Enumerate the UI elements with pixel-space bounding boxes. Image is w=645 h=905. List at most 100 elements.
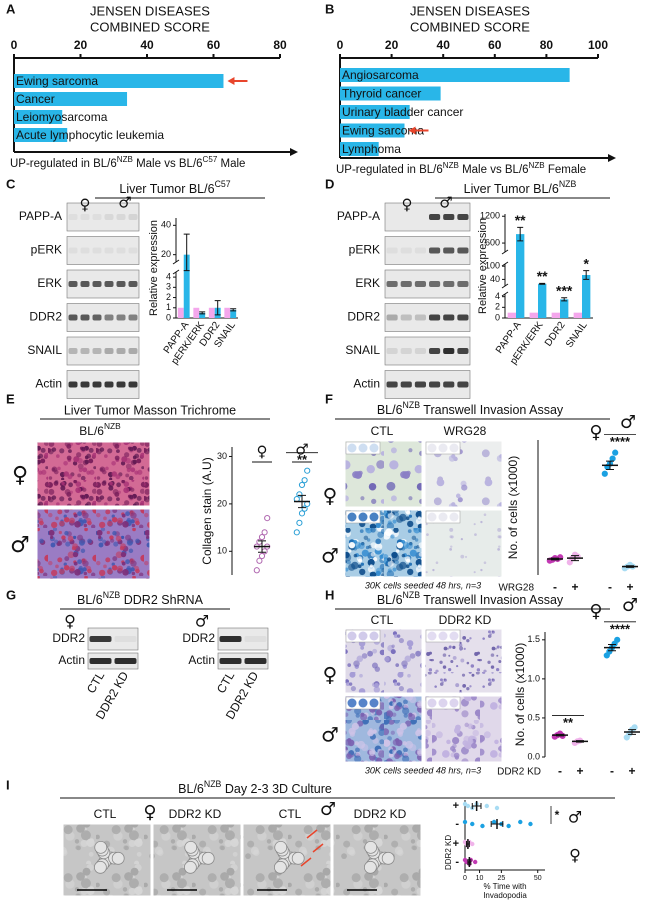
arrow-head (408, 126, 416, 135)
well (449, 443, 459, 453)
x-tick-label: 50 (534, 875, 542, 882)
error-bar (214, 300, 221, 316)
panel-title-part: Transwell Invasion Assay (420, 593, 564, 607)
error-bar (539, 282, 546, 285)
arrow-head (608, 154, 616, 162)
blot-band (128, 214, 138, 220)
blot-band (128, 348, 138, 354)
panel-title-part: BL/6 (377, 593, 403, 607)
well (438, 443, 448, 453)
panel-letter: A (6, 1, 16, 16)
data-point (614, 636, 621, 643)
x-tick-label: 80 (540, 38, 554, 52)
well (347, 631, 357, 641)
blot-band (89, 636, 112, 642)
well (358, 512, 368, 522)
data-point (631, 724, 638, 731)
blot-band (400, 281, 412, 287)
blot-band (104, 214, 114, 220)
x-axis-label: DDR2 KD (497, 767, 541, 778)
y-axis-label: Relative expression (477, 218, 489, 314)
x-tick-label: + (571, 580, 578, 594)
strain-label-part: NZB (104, 421, 121, 431)
x-axis-label-part: NZB (529, 161, 545, 170)
x-axis-label-part: Male vs BL/6 (133, 158, 203, 170)
blot-band (92, 381, 102, 388)
blot-label: pERK (31, 243, 62, 257)
panel-letter: I (6, 777, 10, 792)
sex-symbol: ♂ (118, 194, 131, 212)
x-tick-label: 0 (463, 875, 467, 882)
data-point (264, 515, 271, 522)
chart-title: JENSEN DISEASES (90, 3, 210, 18)
x-axis-label: Invadopodia (483, 891, 527, 900)
error-bar (471, 803, 482, 809)
x-tick-label: 40 (437, 38, 451, 52)
x-tick-label: - (610, 764, 614, 778)
lane-label: CTL (214, 669, 238, 696)
data-point (256, 557, 263, 564)
axis-break (501, 283, 509, 289)
blot-band (457, 281, 469, 287)
sex-symbol: ♀ (323, 484, 338, 508)
error-bar (230, 308, 237, 312)
cell (273, 860, 287, 874)
blot-band (414, 247, 426, 254)
blot-band (114, 636, 137, 642)
panel-title: Liver Tumor BL/6C57 (119, 179, 230, 196)
bar (230, 309, 237, 318)
bar (193, 307, 200, 318)
x-tick-label: 25 (497, 875, 505, 882)
x-tick-label: + (628, 764, 635, 778)
cell (184, 840, 198, 854)
x-axis-label-part: Male (217, 158, 245, 170)
panel-title: BL/6NZB Transwell Invasion Assay (377, 590, 564, 607)
x-tick-label: - (608, 580, 612, 594)
condition-label: WRG28 (444, 424, 487, 438)
x-axis-label-part: Male vs BL/6 (459, 164, 529, 176)
data-point (472, 859, 478, 865)
cell (364, 840, 378, 854)
significance: ** (297, 452, 308, 467)
significance: **** (610, 621, 631, 636)
micrograph (36, 441, 151, 507)
x-axis-label: UP-regulated in BL/6NZB Male vs BL/6NZB … (336, 161, 586, 176)
blot-band (386, 348, 398, 354)
blot-band (116, 281, 126, 287)
well (427, 698, 437, 708)
blot-band (414, 281, 426, 287)
blot-band (429, 247, 441, 254)
blot (217, 627, 269, 651)
condition-label: DDR2 KD (439, 613, 492, 627)
micrograph (36, 508, 151, 580)
error-bar (628, 729, 636, 735)
condition-label: CTL (371, 424, 394, 438)
well (369, 443, 379, 453)
blot-band (104, 247, 114, 254)
blot-band (68, 381, 78, 388)
error-bar (258, 540, 266, 553)
bar (340, 123, 405, 138)
error-bar (199, 311, 206, 315)
blot-band (68, 247, 78, 254)
blot-band (400, 348, 412, 354)
blot-label: DDR2 (182, 631, 215, 645)
sex-symbol: ♀ (569, 846, 581, 865)
blot-band (80, 281, 90, 287)
blot-band (68, 281, 78, 287)
blot-band (219, 658, 242, 664)
panel-title-part: Liver Tumor BL/6 (464, 182, 559, 196)
x-tick-label: + (576, 764, 583, 778)
panel-title-part: NZB (103, 590, 121, 600)
blot-band (80, 314, 90, 321)
data-point (609, 455, 616, 462)
well (427, 631, 437, 641)
panel-title-part: NZB (204, 779, 222, 789)
blot (384, 370, 471, 399)
panel-title-part: C57 (215, 179, 231, 189)
blot (66, 370, 140, 399)
blot (384, 336, 471, 366)
error-bar (467, 859, 472, 865)
panel-letter: F (325, 391, 333, 406)
panel-letter: D (325, 176, 334, 191)
